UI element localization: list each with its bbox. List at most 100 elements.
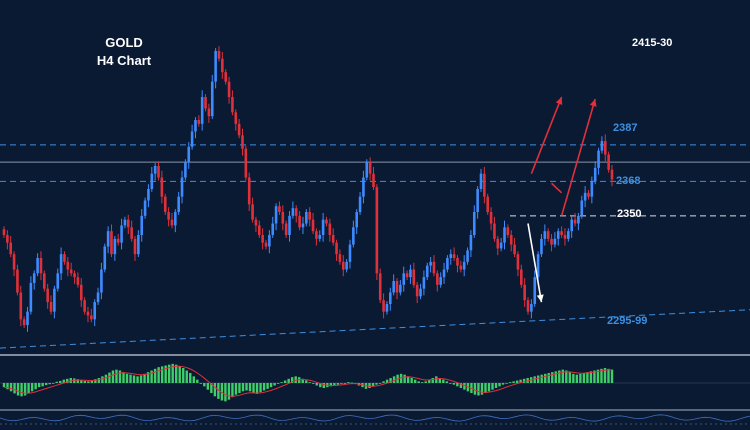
oscillator-bar — [431, 378, 434, 383]
candle-body — [66, 261, 70, 270]
candle-body — [177, 196, 180, 212]
oscillator-bar — [312, 383, 315, 384]
candle-body — [130, 227, 133, 239]
candle-body — [587, 192, 590, 197]
oscillator-bar — [189, 373, 192, 383]
oscillator-bar — [234, 383, 238, 395]
candle-body — [73, 273, 76, 278]
candle-body — [462, 261, 466, 270]
candle-body — [197, 120, 201, 124]
candle-body — [570, 219, 573, 232]
candle-body — [96, 292, 100, 303]
oscillator-bar — [515, 380, 519, 383]
candle-body — [194, 120, 197, 132]
candle-body — [311, 219, 315, 232]
candle-body — [150, 173, 154, 189]
candle-body — [436, 273, 439, 285]
candle-body — [355, 212, 359, 228]
trendline-label: 2295-99 — [607, 315, 647, 327]
oscillator-bar — [305, 380, 308, 383]
oscillator-bar — [438, 378, 441, 383]
candle-body — [174, 212, 177, 226]
candle-body — [271, 223, 275, 235]
candle-body — [341, 261, 345, 270]
candle-body — [388, 292, 392, 304]
candle-body — [597, 150, 600, 168]
oscillator-bar — [533, 376, 536, 383]
candle-body — [486, 196, 490, 212]
candle-body — [577, 215, 580, 224]
oscillator-bar — [607, 368, 610, 383]
oscillator-bar — [9, 383, 13, 392]
oscillator-bar — [508, 382, 512, 383]
candle-body — [456, 258, 459, 266]
oscillator-bar — [167, 364, 171, 383]
candle-body — [167, 212, 170, 220]
candle-body — [278, 206, 281, 212]
candle-body — [516, 254, 520, 270]
oscillator-bar — [536, 375, 540, 383]
candle-body — [264, 242, 268, 247]
candle-body — [472, 212, 476, 235]
projection-arrow-line — [530, 96, 563, 174]
candle-body — [425, 265, 429, 278]
oscillator-bar — [94, 379, 97, 383]
oscillator-bar — [308, 382, 311, 383]
oscillator-bar — [371, 383, 375, 387]
oscillator-bar — [350, 382, 354, 384]
candle-body — [563, 235, 567, 239]
candle-body — [506, 227, 510, 235]
oscillator-bar — [491, 383, 494, 390]
candle-body — [556, 231, 560, 239]
oscillator-bar — [23, 383, 27, 396]
oscillator-bar — [301, 378, 304, 383]
candle-body — [385, 304, 389, 312]
candle-body — [358, 196, 362, 212]
oscillator-bar — [368, 383, 371, 388]
oscillator-bar — [428, 379, 431, 383]
candle-body — [123, 219, 127, 226]
oscillator-bar — [501, 383, 505, 385]
candle-body — [603, 141, 607, 155]
candle-body — [352, 227, 355, 245]
candle-body — [137, 235, 140, 255]
candle-body — [221, 58, 224, 73]
candle-body — [546, 231, 550, 239]
oscillator-bar — [477, 383, 480, 396]
candle-body — [368, 162, 372, 174]
candle-body — [308, 212, 311, 220]
oscillator-bar — [175, 364, 178, 383]
candle-body — [412, 269, 416, 285]
oscillator-bar — [62, 379, 65, 383]
oscillator-bar — [80, 380, 83, 383]
oscillator-bar — [20, 383, 23, 397]
oscillator-bar — [322, 383, 326, 388]
oscillator-bar — [403, 374, 406, 383]
candle-body — [103, 246, 107, 270]
candle-body — [170, 219, 174, 226]
oscillator-bar — [213, 383, 217, 397]
oscillator-bar — [290, 377, 294, 383]
candle-body — [113, 238, 117, 255]
oscillator-bar — [164, 365, 167, 383]
oscillator-bar — [217, 383, 220, 399]
candle-body — [281, 212, 285, 224]
oscillator-bar — [34, 383, 37, 390]
oscillator-bar — [551, 372, 554, 383]
candle-body — [83, 300, 86, 312]
candle-body — [493, 223, 496, 239]
candle-body — [402, 273, 406, 285]
oscillator-bar — [480, 383, 484, 395]
candle-body — [291, 208, 295, 216]
oscillator-bar — [610, 369, 614, 383]
oscillator-bar — [157, 367, 160, 383]
oscillator-bar — [129, 374, 132, 383]
oscillator-bar — [593, 370, 596, 383]
candle-body — [399, 284, 402, 293]
oscillator-bar — [37, 383, 41, 388]
candle-body — [261, 235, 264, 243]
oscillator-bar — [463, 383, 466, 390]
oscillator-bar — [540, 374, 543, 383]
candle-body — [560, 231, 563, 235]
candle-body — [378, 273, 382, 301]
